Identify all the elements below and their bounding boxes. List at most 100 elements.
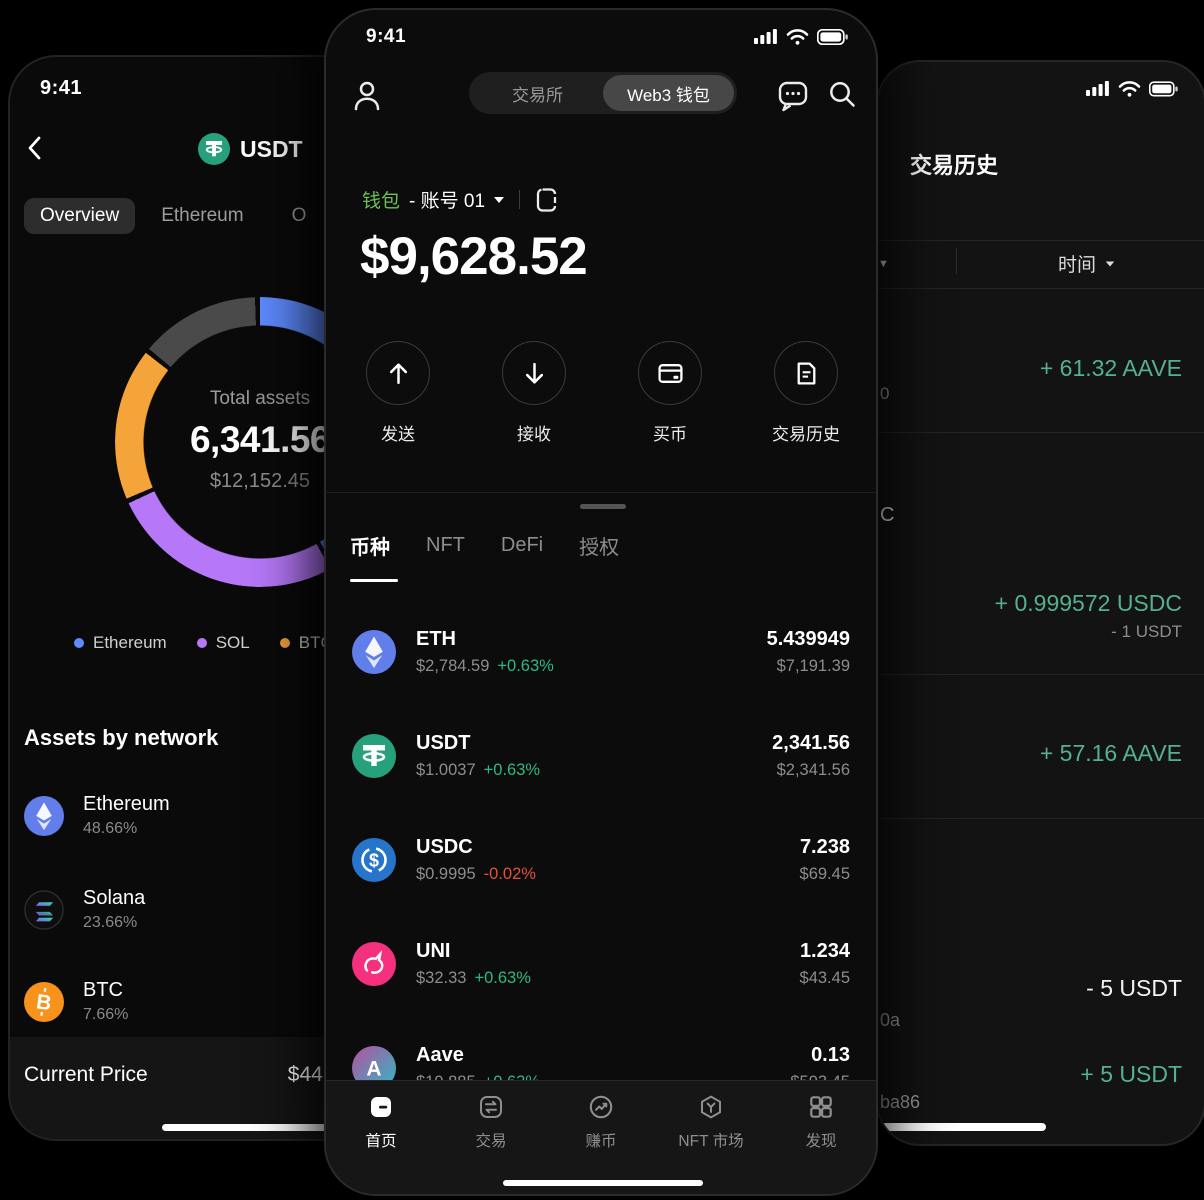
chat-icon — [778, 81, 808, 112]
network-percent: 23.66% — [83, 914, 138, 931]
legend-dot-ethereum — [74, 638, 84, 648]
back-button[interactable] — [24, 135, 46, 161]
chart-legend: Ethereum SOL BTC — [74, 633, 333, 653]
tab-overview[interactable]: Overview — [24, 198, 136, 234]
token-amount: 2,341.56 — [772, 732, 850, 754]
token-row-eth[interactable]: ETH $2,784.59 +0.63% 5.439949 $7,191.39 — [326, 600, 876, 704]
chevron-down-icon — [1105, 260, 1115, 267]
wifi-icon — [1118, 81, 1141, 97]
token-symbol: UNI — [416, 940, 451, 962]
send-circle — [366, 341, 430, 405]
usdc-icon: $ — [352, 838, 396, 882]
home-indicator — [503, 1180, 703, 1186]
token-price: $32.33 — [416, 969, 467, 987]
divider — [878, 432, 1204, 433]
status-time: 9:41 — [366, 26, 407, 47]
token-row-uni[interactable]: UNI $32.33 +0.63% 1.234 $43.45 — [326, 912, 876, 1016]
tab-coins[interactable]: 币种 — [350, 537, 390, 559]
active-tab-underline — [350, 579, 398, 582]
signal-icon — [754, 29, 777, 44]
tab-nft-market[interactable]: NFT 市场 — [656, 1094, 766, 1194]
sheet-tabs: 币种 NFT DeFi 授权 — [350, 531, 619, 560]
uni-icon — [352, 942, 396, 986]
eth-icon — [352, 630, 396, 674]
earn-icon — [589, 1095, 613, 1119]
aave-icon: A — [352, 1046, 396, 1090]
token-symbol: Aave — [416, 1044, 464, 1066]
nft-market-icon — [701, 1095, 721, 1119]
chevron-left-icon — [28, 136, 41, 160]
right-phone: 交易历史 ▼ 时间 + 61.32 AAVE 0 C + 0.999572 US… — [876, 60, 1204, 1146]
solana-icon — [24, 889, 64, 930]
legend-label: SOL — [215, 633, 250, 652]
network-row-ethereum[interactable]: Ethereum 48.66% — [24, 793, 170, 838]
token-row-usdc[interactable]: $ USDC $0.9995 -0.02% 7.238 $69.45 — [326, 808, 876, 912]
token-value: $7,191.39 — [776, 657, 850, 675]
tab-approvals[interactable]: 授权 — [579, 537, 620, 559]
tab-trade[interactable]: 交易 — [436, 1094, 546, 1194]
token-change: -0.02% — [483, 865, 536, 883]
status-icons — [1086, 80, 1178, 98]
svg-text:A: A — [366, 1058, 381, 1081]
discover-icon — [810, 1096, 832, 1118]
segment-web3-wallet[interactable]: Web3 钱包 — [603, 75, 734, 111]
tx-sub-amount: - 1 USDT — [1111, 622, 1182, 641]
tab-ethereum[interactable]: Ethereum — [161, 205, 244, 226]
legend-ethereum: Ethereum — [74, 633, 167, 653]
tab-nft[interactable]: NFT — [426, 534, 465, 556]
status-time: 9:41 — [40, 77, 83, 99]
tab-earn[interactable]: 赚币 — [546, 1094, 656, 1194]
tx-fragment: 0 — [880, 384, 890, 403]
account-chevron-down-icon[interactable] — [494, 196, 505, 203]
token-value: $43.45 — [799, 969, 850, 987]
network-percent: 7.66% — [83, 1006, 129, 1023]
token-row-usdt[interactable]: USDT $1.0037 +0.63% 2,341.56 $2,341.56 — [326, 704, 876, 808]
token-change: +0.63% — [474, 969, 531, 987]
tab-label: NFT 市场 — [678, 1133, 744, 1150]
tx-fragment: C — [880, 504, 895, 526]
tab-discover[interactable]: 发现 — [766, 1094, 876, 1194]
token-value: $69.45 — [799, 865, 850, 883]
tab-defi[interactable]: DeFi — [500, 534, 544, 556]
total-balance: $9,628.52 — [360, 227, 588, 286]
receive-button[interactable]: 接收 — [502, 341, 566, 445]
divider — [878, 674, 1204, 675]
history-circle — [774, 341, 838, 405]
tab-partial[interactable]: O — [291, 205, 307, 226]
receive-circle — [502, 341, 566, 405]
network-row-solana[interactable]: Solana 23.66% — [24, 887, 145, 932]
battery-icon — [1149, 81, 1178, 97]
token-amount: 7.238 — [799, 836, 850, 858]
search-button[interactable] — [828, 80, 856, 108]
network-row-btc[interactable]: B BTC 7.66% — [24, 979, 128, 1024]
current-price-label: Current Price — [24, 1063, 148, 1086]
segmented-control: 交易所 Web3 钱包 — [469, 72, 737, 114]
time-filter-dropdown[interactable]: 时间 — [1058, 250, 1115, 277]
sheet-drag-handle[interactable] — [580, 504, 626, 509]
home-icon — [371, 1097, 391, 1117]
tab-label: 发现 — [805, 1133, 837, 1150]
divider — [878, 240, 1204, 241]
token-price: $0.9995 — [416, 865, 476, 883]
buy-crypto-button[interactable]: 买币 — [638, 341, 702, 445]
wifi-icon — [786, 29, 809, 45]
network-name: Ethereum — [83, 793, 170, 815]
token-price: $2,784.59 — [416, 657, 490, 675]
history-button[interactable]: 交易历史 — [772, 341, 840, 445]
signal-icon — [1086, 81, 1109, 96]
scan-button[interactable] — [535, 187, 559, 213]
donut-title: Total assets — [209, 388, 311, 409]
divider — [519, 190, 521, 209]
network-percent: 48.66% — [83, 820, 138, 837]
chat-button[interactable] — [778, 80, 808, 112]
tab-home[interactable]: 首页 — [326, 1094, 436, 1194]
home-indicator — [878, 1123, 1046, 1131]
segment-exchange[interactable]: 交易所 — [512, 85, 563, 105]
tab-label: 交易 — [475, 1133, 507, 1150]
token-price: $1.0037 — [416, 761, 476, 779]
filter-fragment-caret[interactable]: ▼ — [878, 258, 889, 270]
home-indicator — [162, 1124, 347, 1131]
send-button[interactable]: 发送 — [366, 341, 430, 445]
profile-button[interactable] — [352, 80, 382, 112]
coin-header: USDT — [198, 133, 303, 165]
